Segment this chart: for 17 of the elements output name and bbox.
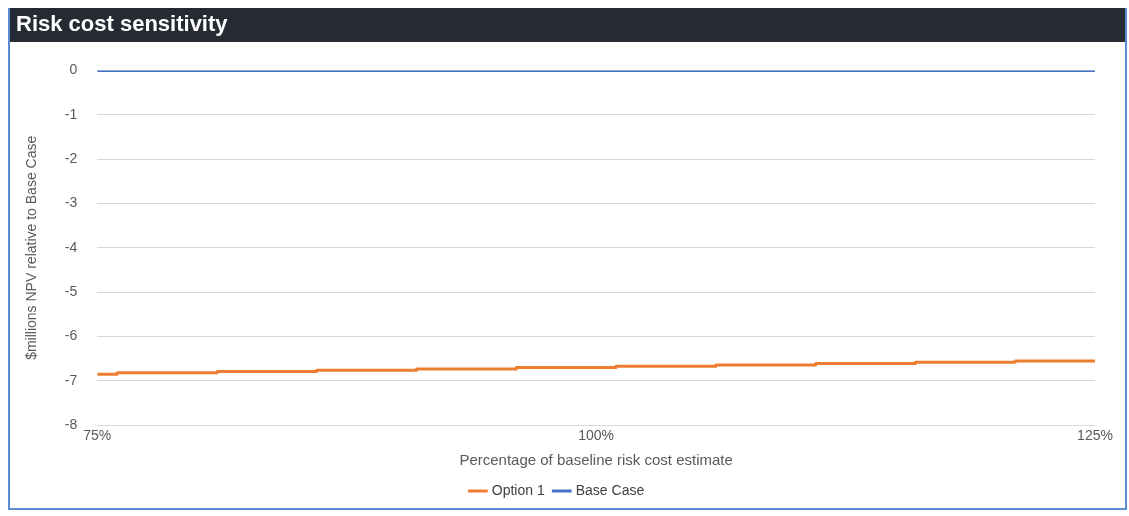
y-axis-title: $millions NPV relative to Base Case	[23, 135, 40, 360]
chart-title: Risk cost sensitivity	[10, 8, 1125, 42]
y-tick-label: -3	[64, 194, 78, 211]
x-tick-label: 100%	[578, 427, 615, 444]
y-tick-label: -8	[64, 416, 78, 433]
legend-label: Option 1	[491, 481, 545, 498]
x-axis-title: Percentage of baseline risk cost estimate	[459, 451, 733, 469]
x-tick-label: 125%	[1077, 427, 1113, 444]
y-tick-label: -2	[64, 149, 78, 166]
y-tick-label: -7	[64, 371, 78, 388]
y-tick-label: -4	[64, 238, 78, 255]
y-tick-label: -5	[64, 283, 78, 300]
y-tick-label: -1	[64, 105, 78, 122]
y-tick-label: 0	[69, 61, 78, 78]
legend-label: Base Case	[575, 481, 645, 498]
y-tick-label: -6	[64, 327, 78, 344]
x-tick-label: 75%	[83, 427, 112, 444]
